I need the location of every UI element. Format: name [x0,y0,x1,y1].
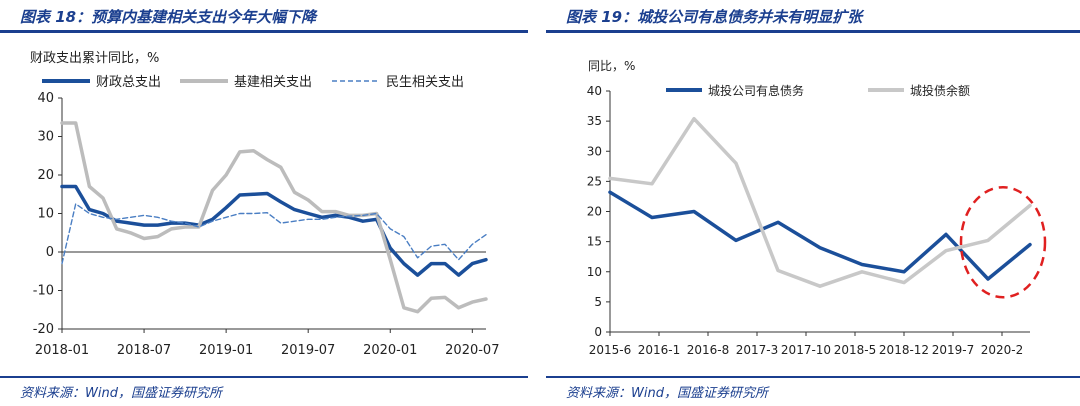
figure-18-title: 图表 18：预算内基建相关支出今年大幅下降 [20,8,317,26]
x-tick-label: 2020-2 [981,343,1024,357]
legend-label-3: 民生相关支出 [386,75,464,90]
y-tick-label: 20 [37,168,54,183]
x-tick-label: 2018-07 [117,343,171,358]
figure-18-source-rule [0,376,528,378]
x-tick-label: 2017-10 [781,343,831,357]
y-tick-label: 10 [37,207,54,222]
figure-18-title-rule [0,30,528,33]
legend-label-2: 基建相关支出 [234,75,312,90]
legend-label-1: 城投公司有息债务 [708,83,804,98]
figure-18-chart: 财政支出累计同比，% 40 30 20 10 0 -10 -20 2018-01 2018-07 2… [30,51,499,358]
y-tick-label: 35 [587,114,602,128]
x-tick-label: 2016-8 [687,343,730,357]
y-tick-label: 0 [594,325,602,339]
y-tick-label: 25 [587,174,602,188]
y-tick-label: 30 [37,130,54,145]
figure-18-panel: 图表 18：预算内基建相关支出今年大幅下降 财政支出累计同比，% 40 30 20 10… [0,0,528,406]
figure-18-source: 资料来源：Wind，国盛证券研究所 [20,386,222,401]
x-tick-label: 2020-01 [363,343,417,358]
x-tick-label: 2019-07 [281,343,335,358]
series-line-2 [608,116,1032,288]
y-axis-label: 同比，% [588,59,635,73]
y-tick-label: 40 [37,91,54,106]
figure-19-title: 图表 19：城投公司有息债务并未有明显扩张 [566,8,863,26]
x-tick-label: 2019-01 [199,343,253,358]
figure-19-title-rule [546,30,1080,33]
x-tick-label: 2015-6 [589,343,632,357]
y-tick-label: 0 [46,245,54,260]
series-line-1 [60,184,488,277]
y-tick-label: 20 [587,205,602,219]
x-tick-label: 2018-5 [834,343,877,357]
highlight-ellipse [959,185,1047,299]
x-tick-label: 2020-07 [445,343,499,358]
y-axis-label: 财政支出累计同比，% [30,51,159,66]
figure-19-panel: 图表 19：城投公司有息债务并未有明显扩张 同比，% 40 35 30 25 20 15 10… [546,0,1080,406]
series-line-3 [61,203,487,265]
figure-19-source: 资料来源：Wind，国盛证券研究所 [566,386,768,401]
series-line-1 [608,190,1032,281]
y-tick-label: 30 [587,144,602,158]
y-tick-label: 5 [594,295,602,309]
figure-19-chart: 同比，% 40 35 30 25 20 15 10 5 0 2015-6 2016-1 2016-8 20… [587,59,1047,357]
y-tick-label: 15 [587,235,602,249]
x-tick-label: 2018-01 [35,343,89,358]
x-tick-label: 2019-7 [932,343,975,357]
legend-label-1: 财政总支出 [96,75,161,90]
y-tick-label: 10 [587,265,602,279]
y-tick-label: 40 [587,84,602,98]
x-tick-label: 2016-1 [638,343,681,357]
x-tick-label: 2017-3 [736,343,779,357]
x-tick-label: 2018-12 [879,343,929,357]
legend-label-2: 城投债余额 [910,83,970,98]
figure-19-source-rule [546,376,1080,378]
y-tick-label: -20 [33,322,54,337]
series-line-2 [60,121,488,314]
y-tick-label: -10 [33,284,54,299]
